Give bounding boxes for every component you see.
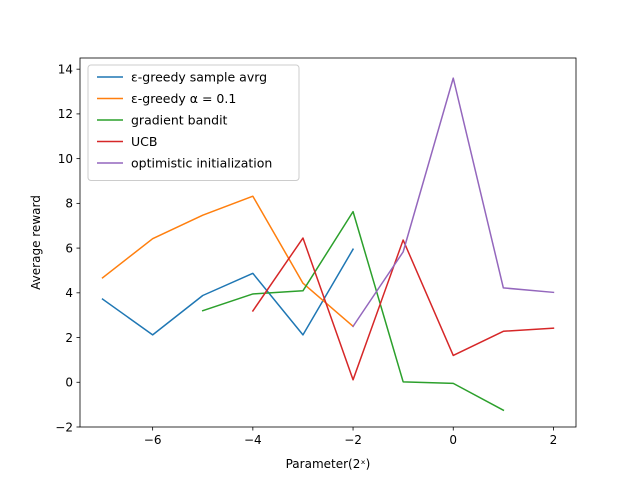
series-line-3: [201, 210, 505, 412]
legend-label: gradient bandit: [131, 113, 228, 128]
series-line-5: [352, 77, 555, 328]
legend-label: ε-greedy α = 0.1: [131, 91, 236, 106]
x-tick-label: 2: [550, 433, 558, 447]
y-tick-label: −2: [55, 420, 73, 434]
y-tick-label: 0: [65, 376, 73, 390]
series-layer: [101, 77, 555, 412]
x-tick-label: 0: [449, 433, 457, 447]
legend-label: optimistic initialization: [131, 156, 272, 171]
y-tick-label: 12: [58, 107, 73, 121]
x-axis-ticks: −6 −4 −2 0 2: [144, 427, 557, 447]
series-line-1: [101, 248, 355, 336]
series-line-4: [251, 237, 555, 381]
x-tick-label: −4: [244, 433, 262, 447]
x-axis-label: Parameter(2ˣ): [286, 457, 371, 471]
series-line-2: [101, 195, 355, 328]
x-tick-label: −2: [344, 433, 362, 447]
legend: ε-greedy sample avrg ε-greedy α = 0.1 grad…: [87, 64, 300, 181]
legend-label: ε-greedy sample avrg: [131, 70, 267, 85]
x-tick-label: −6: [144, 433, 162, 447]
y-tick-label: 6: [65, 241, 73, 255]
y-tick-label: 14: [58, 62, 73, 76]
legend-box: [87, 64, 300, 181]
y-tick-label: 8: [65, 197, 73, 211]
y-tick-label: 4: [65, 286, 73, 300]
y-axis-ticks: −2 0 2 4 6 8 10 12 14: [55, 62, 80, 434]
y-axis-label: Average reward: [29, 195, 43, 290]
legend-label: UCB: [131, 134, 157, 149]
y-tick-label: 10: [58, 152, 73, 166]
plot-area-frame: [79, 57, 577, 428]
y-tick-label: 2: [65, 331, 73, 345]
